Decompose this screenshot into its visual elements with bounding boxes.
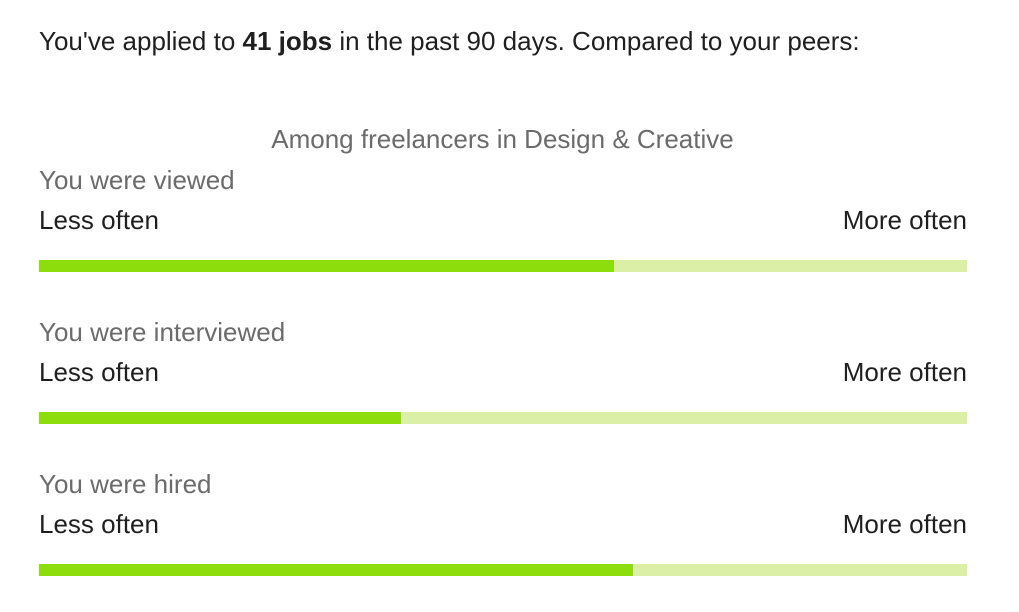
scale-min-label: Less often — [39, 357, 159, 387]
metric-title: You were hired — [39, 469, 212, 499]
applications-count: 41 jobs — [242, 26, 333, 56]
summary-prefix: You've applied to — [39, 26, 243, 56]
comparison-bar-track — [39, 564, 967, 576]
metric-title: You were viewed — [39, 165, 235, 195]
comparison-bar-track — [39, 412, 967, 424]
scale-max-label: More often — [842, 205, 967, 235]
metric-interviewed: You were interviewed Less often More oft… — [39, 314, 967, 430]
comparison-bar-fill — [39, 412, 401, 424]
comparison-bar-fill — [39, 564, 633, 576]
scale-max-label: More often — [842, 357, 967, 387]
metric-hired: You were hired Less often More often — [39, 466, 967, 582]
summary-suffix: in the past 90 days. Compared to your pe… — [332, 26, 860, 56]
scale-min-label: Less often — [39, 205, 159, 235]
comparison-bar-track — [39, 260, 967, 272]
scale-min-label: Less often — [39, 509, 159, 539]
peer-group-heading: Among freelancers in Design & Creative — [271, 124, 734, 154]
metric-viewed: You were viewed Less often More often — [39, 162, 967, 278]
comparison-bar-fill — [39, 260, 615, 272]
scale-max-label: More often — [842, 509, 967, 539]
metric-title: You were interviewed — [39, 317, 286, 347]
applications-summary: You've applied to 41 jobs in the past 90… — [39, 22, 860, 60]
